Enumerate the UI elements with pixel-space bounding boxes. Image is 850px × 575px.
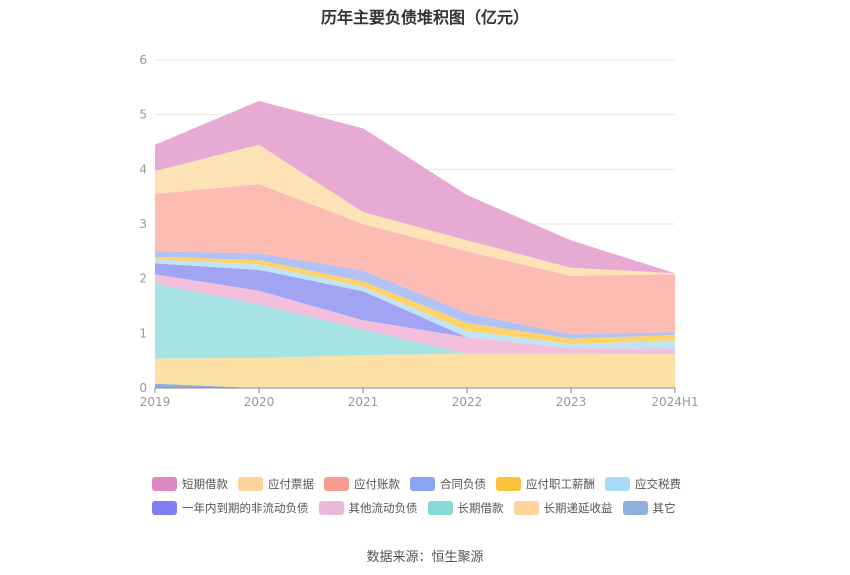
area-series-合同负债 (155, 251, 675, 339)
y-tick-label: 0 (139, 381, 147, 395)
chart-title: 历年主要负债堆积图（亿元） (320, 8, 529, 27)
legend-swatch (238, 477, 263, 491)
x-tick-label: 2023 (556, 395, 587, 409)
legend-label: 应付票据 (268, 477, 314, 491)
legend-swatch (152, 477, 177, 491)
legend-label: 其它 (652, 501, 676, 515)
legend-item[interactable]: 其它 (622, 500, 676, 516)
x-tick-label: 2022 (452, 395, 483, 409)
area-series-短期借款 (155, 101, 675, 274)
legend-swatch (622, 501, 648, 515)
x-tick-label: 2020 (244, 395, 275, 409)
area-series-长期借款 (155, 283, 675, 359)
legend-label: 合同负债 (440, 477, 486, 491)
legend-swatch (152, 501, 177, 515)
legend-label: 长期递延收益 (543, 501, 613, 515)
legend-swatch (496, 477, 521, 491)
legend-row: 一年内到期的非流动负债 其他流动负债 长期借款 长期递延收益 其它 (152, 496, 752, 520)
x-tick-label: 2021 (348, 395, 379, 409)
legend-label: 应付账款 (354, 477, 400, 491)
legend-swatch (427, 501, 453, 515)
legend-item[interactable]: 一年内到期的非流动负债 (152, 500, 309, 516)
legend-item[interactable]: 合同负债 (410, 476, 486, 492)
data-source-note: 数据来源：恒生聚源 (366, 550, 484, 565)
y-tick-label: 1 (139, 326, 147, 340)
legend-swatch (513, 501, 539, 515)
y-tick-label: 5 (139, 108, 147, 122)
y-tick-label: 4 (139, 162, 147, 176)
legend-swatch (410, 477, 435, 491)
area-series-应付票据 (155, 144, 675, 276)
legend-item[interactable]: 长期借款 (427, 500, 504, 516)
stacked-area-chart: 0 1 2 3 4 5 6 2019 2020 2021 2022 2023 2024H1 (139, 53, 698, 409)
area-series-长期递延收益 (155, 353, 675, 388)
x-tick-label: 2024H1 (651, 395, 698, 409)
y-tick-label: 6 (139, 53, 147, 67)
legend-label: 一年内到期的非流动负债 (182, 501, 309, 515)
x-tick-label: 2019 (140, 395, 171, 409)
legend-item[interactable]: 应交税费 (605, 476, 681, 492)
area-series-应付账款 (155, 184, 675, 335)
legend-item[interactable]: 应付职工薪酬 (496, 476, 595, 492)
legend-swatch (318, 501, 344, 515)
legend-item[interactable]: 短期借款 (152, 476, 228, 492)
legend-label: 短期借款 (182, 477, 228, 491)
legend-label: 其他流动负债 (348, 501, 418, 515)
area-series-其他流动负债 (155, 274, 675, 355)
y-tick-label: 2 (139, 272, 147, 286)
legend-label: 应付职工薪酬 (526, 477, 595, 491)
legend-swatch (605, 477, 630, 491)
legend-item[interactable]: 应付账款 (324, 476, 400, 492)
legend: 短期借款 应付票据 应付账款 合同负债 应付职工薪酬 应交税费一年内到期的非流动负债 其他流… (152, 472, 752, 520)
area-series-一年内到期的非流动负债 (155, 263, 675, 349)
legend-label: 应交税费 (635, 477, 681, 491)
legend-swatch (324, 477, 349, 491)
legend-item[interactable]: 其他流动负债 (318, 500, 418, 516)
legend-row: 短期借款 应付票据 应付账款 合同负债 应付职工薪酬 应交税费 (152, 472, 752, 496)
y-tick-label: 3 (139, 217, 147, 231)
area-series (155, 101, 675, 388)
axes: 0 1 2 3 4 5 6 2019 2020 2021 2022 2023 2024H1 (139, 53, 698, 409)
legend-item[interactable]: 长期递延收益 (513, 500, 613, 516)
legend-label: 长期借款 (457, 501, 504, 515)
legend-item[interactable]: 应付票据 (238, 476, 314, 492)
